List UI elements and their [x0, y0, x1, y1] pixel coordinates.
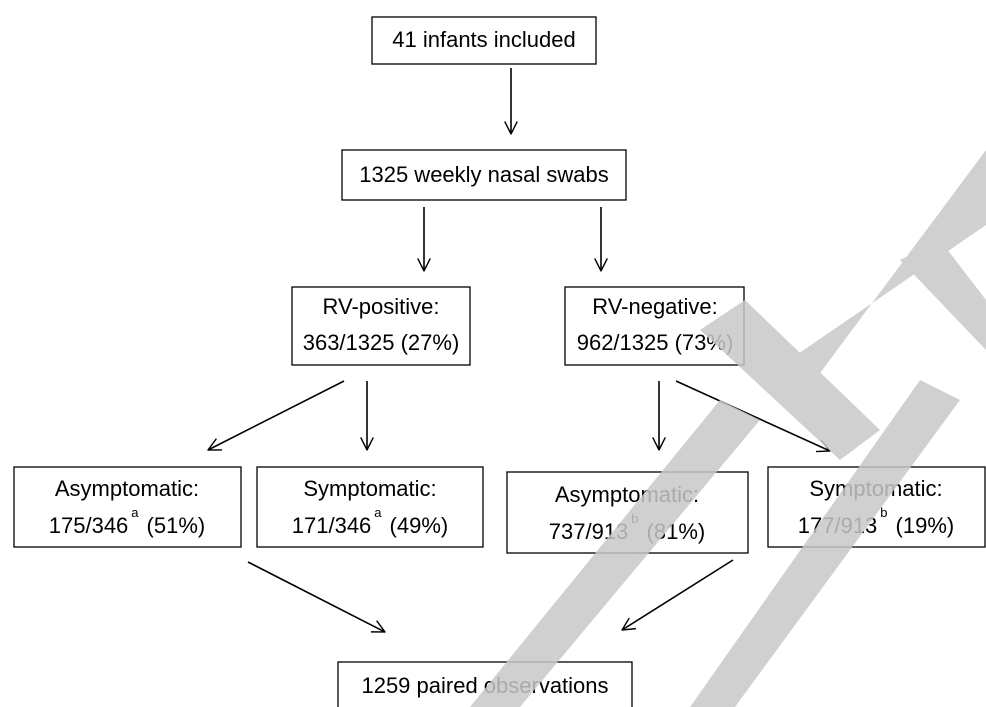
- node-label: 1325 weekly nasal swabs: [359, 162, 608, 187]
- watermark-stroke: [690, 380, 960, 707]
- node-label: RV-negative:: [592, 294, 718, 319]
- footnote-mark: a: [374, 505, 382, 520]
- count: 171/346: [292, 513, 372, 538]
- arrows: [208, 68, 830, 633]
- node-box: [13, 466, 242, 548]
- node-box: [371, 16, 597, 65]
- node: 41 infants included: [371, 16, 597, 65]
- percent: (19%): [896, 513, 955, 538]
- percent: (51%): [147, 513, 206, 538]
- node: Asymptomatic: 175/346 a (51%): [13, 466, 242, 548]
- node: 1325 weekly nasal swabs: [341, 149, 627, 201]
- watermark-stroke: [760, 150, 986, 400]
- footnote-mark: a: [131, 505, 139, 520]
- node-label: 41 infants included: [392, 27, 575, 52]
- watermark-stroke: [900, 240, 986, 350]
- node-box: [341, 149, 627, 201]
- node-detail: 363/1325 (27%): [303, 330, 460, 355]
- arrow: [675, 380, 830, 451]
- node-detail: 171/346 a (49%): [292, 505, 448, 537]
- node-box: [291, 286, 471, 366]
- node-detail: 175/346 a (51%): [49, 505, 205, 537]
- watermark-stroke: [470, 400, 760, 707]
- node-label: RV-positive:: [323, 294, 440, 319]
- percent: (49%): [390, 513, 449, 538]
- node: Symptomatic: 171/346 a (49%): [256, 466, 484, 548]
- watermark: [470, 150, 986, 707]
- arrow: [622, 559, 734, 630]
- node-box: [256, 466, 484, 548]
- arrow: [208, 380, 345, 451]
- arrow: [247, 561, 385, 633]
- node-label: Symptomatic:: [303, 476, 436, 501]
- node-label: Asymptomatic:: [55, 476, 199, 501]
- node: RV-positive: 363/1325 (27%): [291, 286, 471, 366]
- footnote-mark: b: [880, 505, 887, 520]
- count: 175/346: [49, 513, 129, 538]
